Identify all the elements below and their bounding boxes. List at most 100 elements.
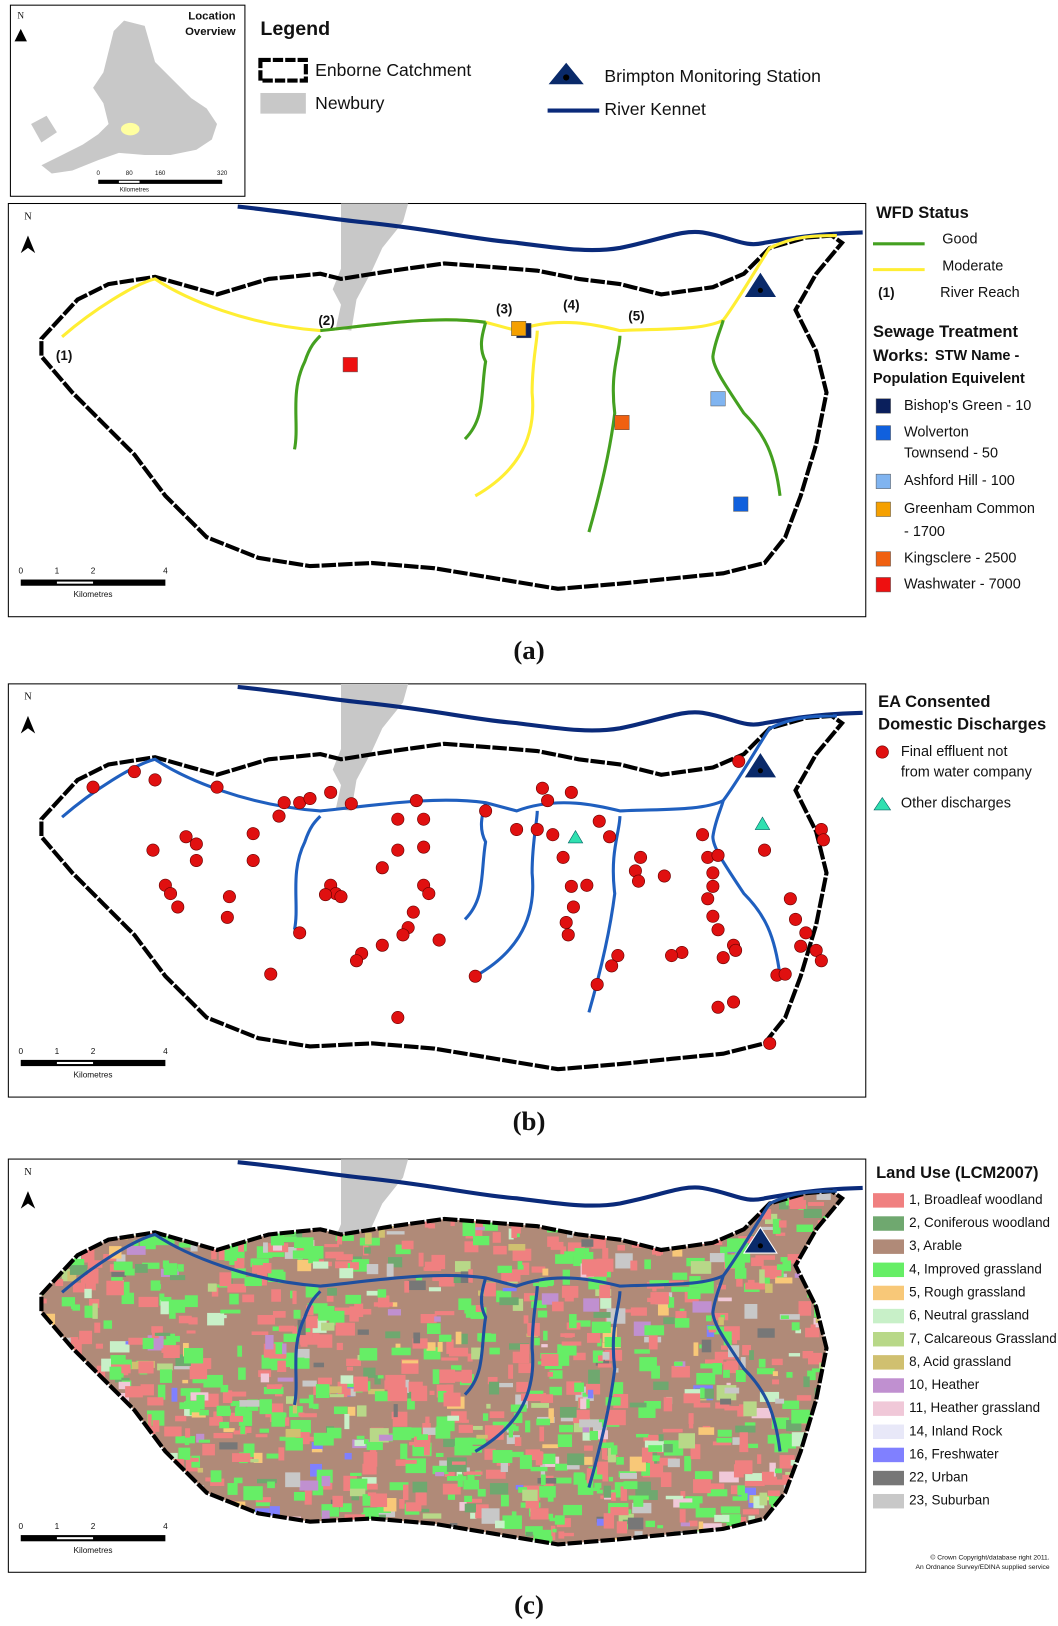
monitoring-station	[742, 270, 778, 299]
land-use-swatch	[873, 1447, 904, 1463]
land-parcel	[508, 1244, 526, 1251]
land-parcel	[810, 1324, 816, 1329]
land-parcel	[411, 1385, 428, 1402]
land-parcel	[484, 1282, 496, 1297]
land-parcel	[693, 1402, 711, 1408]
discharge-site	[729, 943, 743, 957]
land-parcel	[435, 1472, 445, 1477]
land-parcel	[161, 1348, 176, 1353]
legend-title: Land Use (LCM2007)	[876, 1163, 1038, 1182]
legend-item: Enborne Catchment	[315, 60, 471, 80]
land-parcel	[558, 1531, 565, 1539]
land-parcel	[317, 1334, 333, 1348]
legend-item: (1)	[878, 285, 894, 300]
land-parcel	[278, 1447, 285, 1461]
land-parcel	[229, 1240, 247, 1252]
reach-label: (2)	[318, 313, 334, 328]
land-parcel	[377, 1289, 387, 1298]
land-parcel	[366, 1264, 379, 1275]
legend-item: 11, Heather grassland	[909, 1400, 1040, 1415]
land-parcel	[718, 1297, 732, 1302]
land-parcel	[257, 1478, 277, 1484]
other-symbol	[873, 796, 892, 811]
land-parcel	[706, 1483, 725, 1492]
land-parcel	[299, 1398, 313, 1404]
land-parcel	[226, 1409, 231, 1416]
land-parcel	[688, 1520, 698, 1527]
land-parcel	[653, 1381, 669, 1390]
land-parcel	[312, 1403, 319, 1410]
land-parcel	[529, 1295, 537, 1301]
land-parcel	[387, 1309, 401, 1316]
land-parcel	[342, 1388, 353, 1396]
land-parcel	[312, 1261, 329, 1269]
land-parcel	[327, 1261, 332, 1267]
land-parcel	[271, 1412, 286, 1427]
land-parcel	[349, 1306, 359, 1322]
land-parcel	[648, 1335, 658, 1350]
land-parcel	[178, 1447, 191, 1460]
land-use-swatch	[873, 1493, 904, 1509]
discharge-site	[541, 794, 555, 808]
inset-title: Overview	[185, 26, 236, 38]
land-parcel	[684, 1456, 692, 1472]
land-parcel	[756, 1368, 775, 1375]
scale-unit: Kilometres	[74, 590, 113, 599]
land-parcel	[459, 1502, 467, 1511]
land-parcel	[475, 1305, 485, 1312]
land-parcel	[202, 1443, 215, 1456]
land-parcel	[373, 1302, 393, 1307]
land-parcel	[476, 1434, 488, 1439]
land-parcel	[617, 1244, 626, 1251]
land-parcel	[113, 1261, 133, 1271]
other-discharge	[754, 816, 771, 830]
land-parcel	[671, 1286, 691, 1292]
land-parcel	[690, 1261, 712, 1274]
land-parcel	[533, 1282, 554, 1287]
land-parcel	[307, 1303, 328, 1314]
north-label: N	[24, 692, 32, 703]
land-parcel	[716, 1437, 732, 1443]
discharge-site	[711, 1000, 725, 1014]
land-parcel	[321, 1510, 330, 1525]
discharge-site	[556, 850, 570, 864]
land-parcel	[423, 1444, 430, 1456]
land-parcel	[285, 1396, 297, 1404]
stw-symbol	[875, 398, 891, 414]
land-parcel	[587, 1333, 601, 1343]
land-parcel	[718, 1317, 724, 1326]
copyright: © Crown Copyright/database right 2011.	[930, 1554, 1049, 1562]
land-parcel	[663, 1443, 673, 1453]
land-parcel	[238, 1242, 244, 1252]
scale-label: 4	[163, 1522, 168, 1531]
land-parcel	[428, 1287, 441, 1292]
discharge-site	[603, 830, 617, 844]
scale-label: 320	[217, 170, 228, 177]
land-parcel	[759, 1391, 780, 1402]
land-parcel	[196, 1433, 205, 1443]
land-parcel	[252, 1258, 263, 1266]
land-parcel	[786, 1372, 793, 1378]
land-parcel	[190, 1358, 212, 1370]
stw-site	[342, 357, 358, 373]
scale-bar	[98, 179, 223, 184]
land-parcel	[269, 1354, 287, 1359]
land-parcel	[602, 1472, 609, 1482]
land-parcel	[471, 1347, 481, 1360]
land-parcel	[428, 1223, 436, 1229]
land-parcel	[114, 1377, 130, 1383]
land-parcel	[630, 1260, 638, 1271]
land-parcel	[321, 1322, 335, 1331]
land-parcel	[432, 1274, 449, 1282]
land-parcel	[525, 1531, 533, 1537]
land-parcel	[272, 1311, 286, 1318]
discharge-site	[711, 848, 725, 862]
scale-bar-segment	[56, 1061, 94, 1065]
land-parcel	[92, 1303, 98, 1319]
land-parcel	[159, 1369, 173, 1383]
land-parcel	[767, 1490, 780, 1497]
land-parcel	[789, 1200, 806, 1210]
land-parcel	[312, 1333, 320, 1339]
land-parcel	[85, 1281, 96, 1291]
discharge-site	[706, 866, 720, 880]
